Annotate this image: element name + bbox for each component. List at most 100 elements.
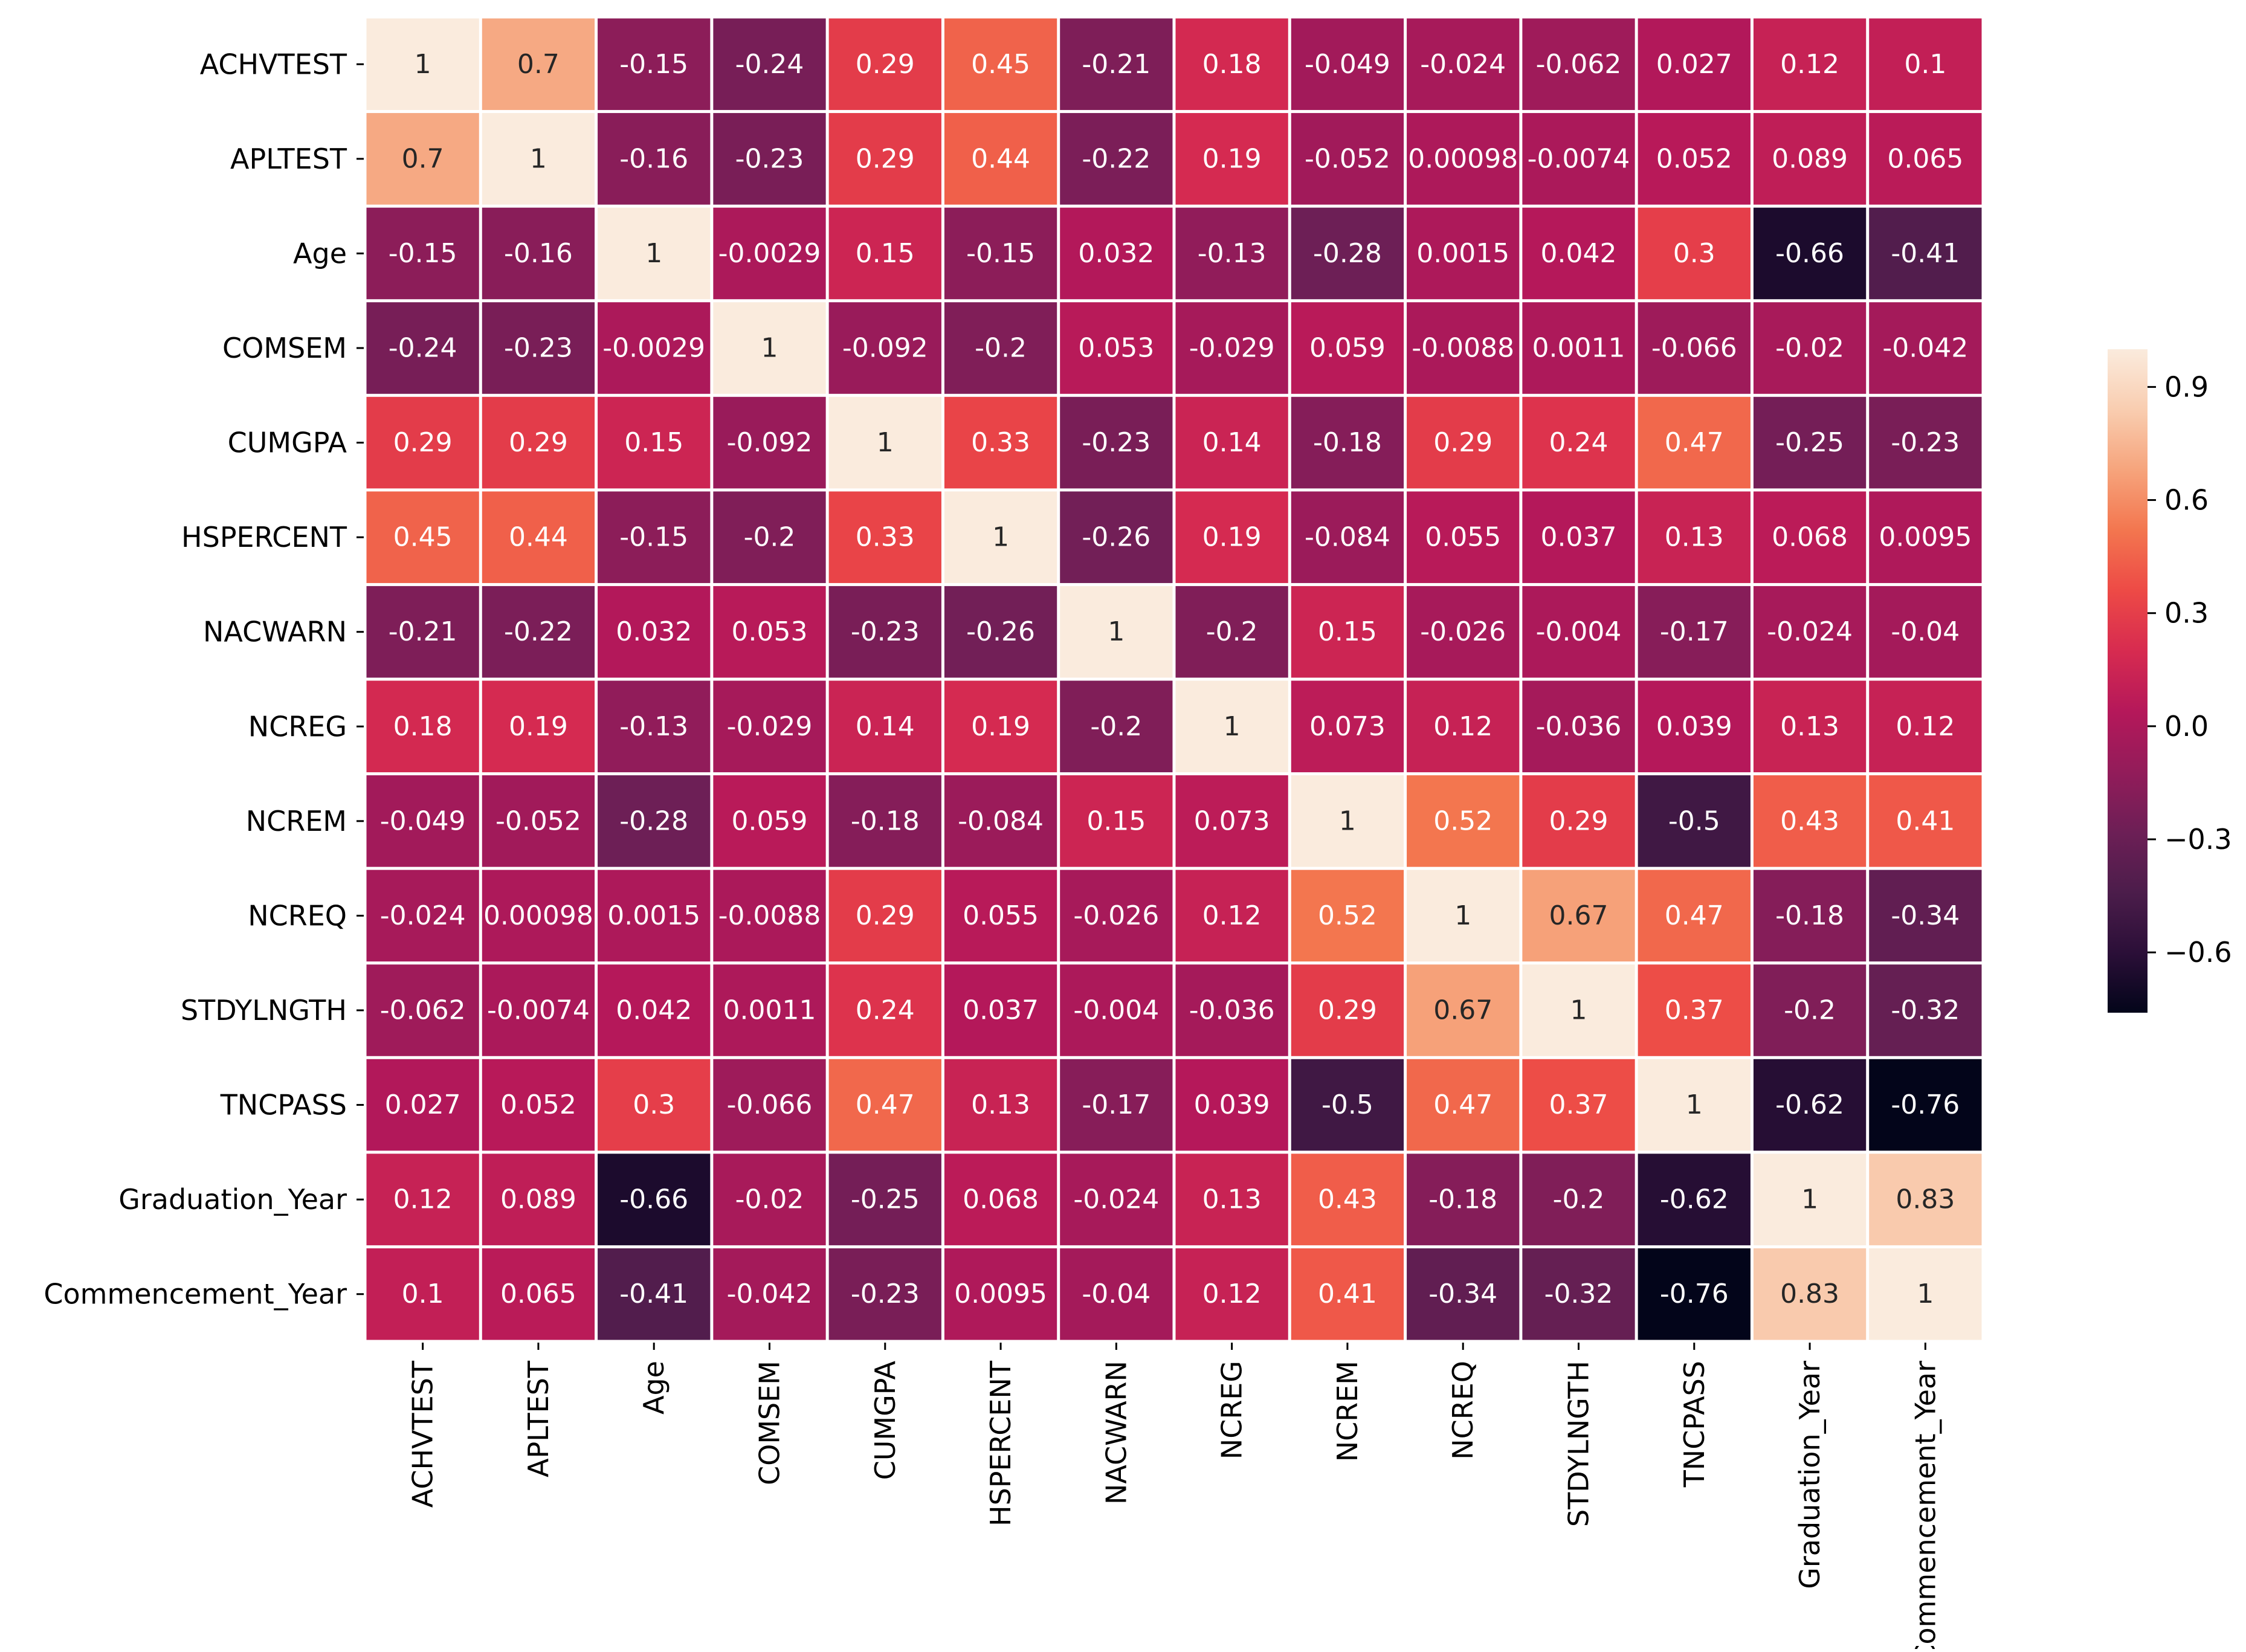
- heatmap-cell: [828, 302, 941, 394]
- heatmap-cell-value: 0.47: [1665, 900, 1724, 931]
- heatmap-cell-value: -0.41: [619, 1279, 688, 1309]
- heatmap-cell: [1869, 18, 1982, 111]
- heatmap-cell-value: 0.29: [856, 143, 915, 174]
- heatmap-cell-value: -0.17: [1082, 1089, 1150, 1120]
- x-axis-label: APLTEST: [522, 1360, 555, 1477]
- heatmap-cell: [713, 18, 826, 111]
- y-axis-label: NCREQ: [248, 899, 347, 932]
- heatmap-cell-value: -0.052: [495, 805, 581, 836]
- heatmap-cell-value: 1: [1686, 1089, 1703, 1120]
- heatmap-cell: [1869, 964, 1982, 1056]
- heatmap-cell: [1869, 1248, 1982, 1340]
- heatmap-cell: [1522, 207, 1635, 300]
- heatmap-cell: [1060, 396, 1173, 489]
- heatmap-cell-value: -0.026: [1420, 616, 1506, 647]
- heatmap-cell: [482, 1248, 595, 1340]
- heatmap-cell: [482, 1059, 595, 1151]
- heatmap-cell: [482, 586, 595, 678]
- heatmap-cell: [1291, 1248, 1404, 1340]
- colorbar-tick-label: 0.0: [2164, 710, 2209, 743]
- heatmap-cell-value: -0.066: [727, 1089, 813, 1120]
- heatmap-cell: [598, 491, 711, 583]
- heatmap-cell: [1291, 302, 1404, 394]
- heatmap-cell-value: 1: [1570, 995, 1587, 1026]
- heatmap-cell-value: -0.26: [1082, 522, 1150, 553]
- heatmap-cell-value: -0.18: [1775, 900, 1844, 931]
- heatmap-cell: [1638, 302, 1751, 394]
- heatmap-cell: [1638, 207, 1751, 300]
- heatmap-cell-value: -0.062: [1536, 49, 1622, 80]
- heatmap-cell-value: -0.23: [1082, 427, 1150, 458]
- heatmap-cell: [1638, 964, 1751, 1056]
- heatmap-cell: [366, 680, 479, 773]
- heatmap-cell-labels: 1 0.7 -0.15 -0.24 0.29 0.45 -0.21 0.18 -0.049 -0.…: [380, 49, 1972, 1309]
- heatmap-cell: [1638, 680, 1751, 773]
- heatmap-cell: [1753, 302, 1867, 394]
- heatmap-cell-value: 0.042: [616, 995, 692, 1026]
- heatmap-cell-value: -0.26: [966, 616, 1035, 647]
- heatmap-cell-value: 1: [877, 427, 894, 458]
- heatmap-cell: [1638, 775, 1751, 867]
- heatmap-cell-value: 0.18: [393, 711, 453, 742]
- heatmap-cell-value: 0.053: [732, 616, 808, 647]
- heatmap-cell: [1175, 1248, 1288, 1340]
- heatmap-cell: [828, 491, 941, 583]
- heatmap-cell: [1060, 775, 1173, 867]
- heatmap-cell: [1291, 1153, 1404, 1245]
- heatmap-cell-value: 0.19: [971, 711, 1030, 742]
- heatmap-cell: [828, 1059, 941, 1151]
- heatmap-cell: [828, 18, 941, 111]
- heatmap-cell-value: -0.024: [1767, 616, 1853, 647]
- heatmap-cell-value: -0.024: [1073, 1184, 1159, 1215]
- heatmap-cell-value: 0.039: [1656, 711, 1732, 742]
- heatmap-cell-value: -0.0088: [718, 900, 821, 931]
- heatmap-cell-value: 1: [530, 143, 547, 174]
- heatmap-cell: [366, 775, 479, 867]
- heatmap-cell-value: -0.21: [1082, 49, 1150, 80]
- heatmap-cell: [482, 113, 595, 205]
- y-axis-label: TNCPASS: [220, 1089, 347, 1121]
- heatmap-cell-value: 0.0015: [1416, 238, 1509, 269]
- heatmap-cell: [828, 775, 941, 867]
- heatmap-cell-value: 0.12: [1202, 1279, 1262, 1309]
- heatmap-cell-value: 0.0095: [954, 1279, 1047, 1309]
- heatmap-cell-value: -0.052: [1305, 143, 1390, 174]
- heatmap-cell-value: -0.036: [1189, 995, 1275, 1026]
- heatmap-cell-value: -0.17: [1660, 616, 1729, 647]
- heatmap-cell: [1175, 1059, 1288, 1151]
- colorbar-tick-label: 0.6: [2164, 484, 2209, 517]
- heatmap-cell-value: 0.065: [500, 1279, 576, 1309]
- heatmap-cell: [1522, 1248, 1635, 1340]
- heatmap-cell-value: 0.29: [1318, 995, 1377, 1026]
- heatmap-cell: [1291, 1059, 1404, 1151]
- heatmap-cell-value: 0.037: [1541, 522, 1617, 553]
- heatmap-cell-value: -0.024: [1420, 49, 1506, 80]
- heatmap-cell: [1291, 964, 1404, 1056]
- heatmap-cell: [1522, 1153, 1635, 1245]
- heatmap-cell-value: -0.062: [380, 995, 466, 1026]
- heatmap-cell: [944, 491, 1057, 583]
- heatmap-cell: [1753, 964, 1867, 1056]
- heatmap-cell: [1060, 870, 1173, 962]
- heatmap-cell-value: 0.053: [1078, 333, 1154, 364]
- heatmap-cell-value: 1: [1339, 805, 1356, 836]
- heatmap-cell: [944, 680, 1057, 773]
- heatmap-cell-value: 0.45: [971, 49, 1030, 80]
- heatmap-cell-value: 0.068: [963, 1184, 1039, 1215]
- heatmap-cell-value: -0.2: [975, 333, 1027, 364]
- heatmap-cell: [1869, 113, 1982, 205]
- y-axis-label: ACHVTEST: [200, 48, 347, 80]
- heatmap-cell: [1060, 113, 1173, 205]
- heatmap-cell-value: 0.19: [1202, 143, 1262, 174]
- heatmap-cell: [1060, 18, 1173, 111]
- heatmap-cell: [366, 964, 479, 1056]
- heatmap-cell: [944, 113, 1057, 205]
- heatmap-cell-value: 0.29: [856, 900, 915, 931]
- heatmap-cell: [482, 491, 595, 583]
- heatmap-cell-value: -0.0029: [602, 333, 705, 364]
- heatmap-cell: [1407, 302, 1520, 394]
- heatmap-cell-value: 1: [415, 49, 431, 80]
- colorbar-tick-label: 0.9: [2164, 370, 2209, 403]
- heatmap-cell: [1522, 113, 1635, 205]
- heatmap-cell: [1407, 1153, 1520, 1245]
